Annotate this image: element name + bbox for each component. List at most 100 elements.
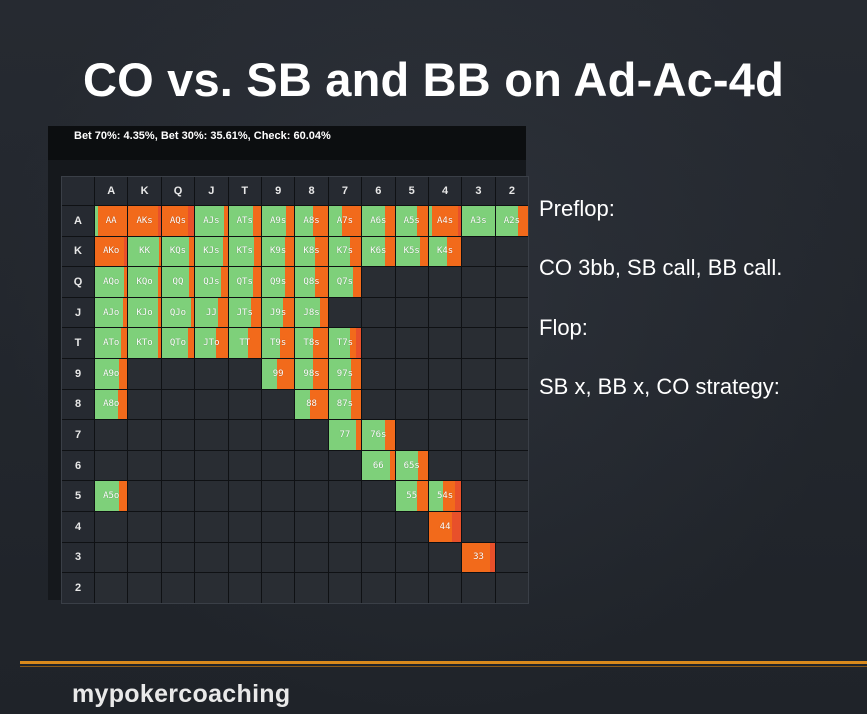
hand-cell[interactable]: A7s [328,206,362,236]
hand-cell[interactable]: JJ [195,297,228,328]
empty-cell [195,420,228,450]
column-header: 6 [362,177,395,205]
hand-cell[interactable]: 66 [362,450,395,481]
hand-cell[interactable]: T8s [295,328,328,358]
hand-cell[interactable]: 87s [328,389,362,420]
hand-cell[interactable]: 54s [428,481,462,511]
hand-cell[interactable]: JTo [195,328,228,358]
preflop-action: CO 3bb, SB call, BB call. [539,255,783,280]
hand-cell[interactable]: K6s [362,236,395,267]
empty-cell [362,573,395,603]
hand-cell[interactable]: QTs [228,267,261,297]
hand-cell[interactable]: ATs [228,206,261,236]
hand-cell[interactable]: K8s [295,236,328,267]
strategy-bar [261,267,295,297]
hand-cell[interactable]: AQs [161,206,195,236]
hand-cell[interactable]: K7s [328,236,362,267]
check-segment [261,267,285,297]
hand-cell[interactable]: A4s [428,206,462,236]
strategy-bar [295,328,328,358]
hand-cell[interactable]: QJs [195,267,228,297]
hand-label: A3s [470,215,487,226]
hand-cell[interactable]: KQo [128,267,161,297]
hand-cell[interactable]: QJo [161,297,195,328]
hand-label: T9s [270,338,287,349]
hand-cell[interactable]: QTo [161,328,195,358]
hand-cell[interactable]: 44 [428,511,462,542]
strategy-bar [328,236,362,267]
check-segment [161,297,191,328]
hand-cell[interactable]: ATo [95,328,128,358]
empty-cell [228,389,261,420]
strategy-bar [395,206,428,236]
hand-cell[interactable]: AKs [128,206,161,236]
hand-cell[interactable]: A5s [395,206,428,236]
hand-cell[interactable]: K9s [261,236,295,267]
hand-label: 99 [272,368,284,379]
hand-cell[interactable]: T9s [261,328,295,358]
strategy-bar [95,236,128,267]
hand-cell[interactable]: KJs [195,236,228,267]
hand-cell[interactable]: AKo [95,236,128,267]
hand-cell[interactable]: AQo [95,267,128,297]
hand-cell[interactable]: TT [228,328,261,358]
hand-label: 77 [339,429,351,440]
hand-cell[interactable]: KTs [228,236,261,267]
hand-cell[interactable]: 98s [295,358,328,389]
check-segment [362,420,385,450]
empty-cell [128,358,161,389]
hand-cell[interactable]: A9s [261,206,295,236]
hand-cell[interactable]: KQs [161,236,195,267]
hand-cell[interactable]: A6s [362,206,395,236]
hand-cell[interactable]: Q9s [261,267,295,297]
hand-cell[interactable]: 55 [395,481,428,511]
hand-cell[interactable]: 33 [462,542,495,573]
hand-cell[interactable]: AA [95,206,128,236]
hand-cell[interactable]: A5o [95,481,128,511]
bet30-segment [284,236,295,267]
hand-label: QJs [203,276,220,287]
hand-cell[interactable]: T7s [328,328,362,358]
hand-cell[interactable]: AJs [195,206,228,236]
hand-cell[interactable]: KJo [128,297,161,328]
bet30-segment [187,328,195,358]
hand-cell[interactable]: K4s [428,236,462,267]
hand-cell[interactable]: 97s [328,358,362,389]
empty-cell [261,542,295,573]
empty-cell [395,420,428,450]
hand-cell[interactable]: A3s [462,206,495,236]
hand-cell[interactable]: 65s [395,450,428,481]
bet30-segment [518,206,529,236]
hand-cell[interactable]: J9s [261,297,295,328]
hand-cell[interactable]: Q7s [328,267,362,297]
bet30-segment [353,267,362,297]
hand-cell[interactable]: J8s [295,297,328,328]
hand-cell[interactable]: A8o [95,389,128,420]
bet30-segment [416,206,428,236]
strategy-bar [228,267,261,297]
hand-cell[interactable]: K5s [395,236,428,267]
hand-cell[interactable]: QQ [161,267,195,297]
empty-cell [228,358,261,389]
column-header: J [195,177,228,205]
hand-cell[interactable]: AJo [95,297,128,328]
hand-cell[interactable]: 76s [362,420,395,450]
hand-cell[interactable]: A9o [95,358,128,389]
hand-cell[interactable]: KK [128,236,161,267]
empty-cell [362,389,395,420]
hand-cell[interactable]: A8s [295,206,328,236]
empty-cell [261,573,295,603]
hand-cell[interactable]: 99 [261,358,295,389]
hand-cell[interactable]: 77 [328,420,362,450]
hand-cell[interactable]: JTs [228,297,261,328]
hand-cell[interactable]: Q8s [295,267,328,297]
check-segment [128,267,158,297]
hand-cell[interactable]: A2s [495,206,529,236]
strategy-bar [328,328,362,358]
hand-cell[interactable]: KTo [128,328,161,358]
empty-cell [462,236,495,267]
bet30-segment [279,328,295,358]
hand-cell[interactable]: 88 [295,389,328,420]
bet70-segment [356,328,362,358]
empty-cell [161,450,195,481]
